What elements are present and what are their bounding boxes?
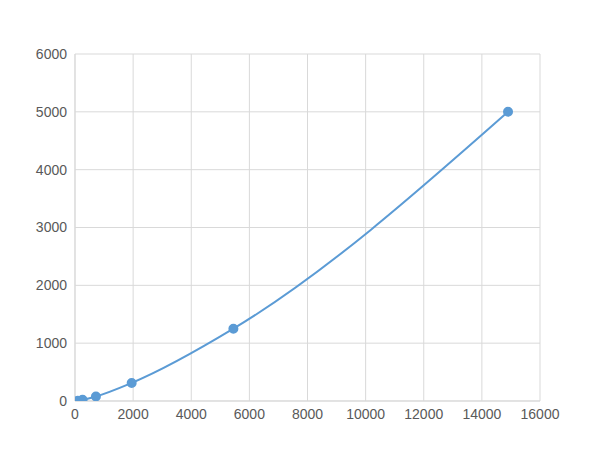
svg-text:0: 0 [71,406,79,422]
svg-text:8000: 8000 [292,406,323,422]
svg-text:2000: 2000 [36,277,67,293]
svg-text:6000: 6000 [234,406,265,422]
svg-text:2000: 2000 [118,406,149,422]
svg-text:3000: 3000 [36,219,67,235]
svg-text:5000: 5000 [36,104,67,120]
svg-text:0: 0 [59,393,67,409]
svg-text:4000: 4000 [176,406,207,422]
svg-text:4000: 4000 [36,162,67,178]
svg-text:6000: 6000 [36,46,67,62]
svg-text:12000: 12000 [404,406,443,422]
svg-text:16000: 16000 [521,406,560,422]
svg-text:10000: 10000 [346,406,385,422]
svg-text:14000: 14000 [462,406,501,422]
svg-text:1000: 1000 [36,335,67,351]
